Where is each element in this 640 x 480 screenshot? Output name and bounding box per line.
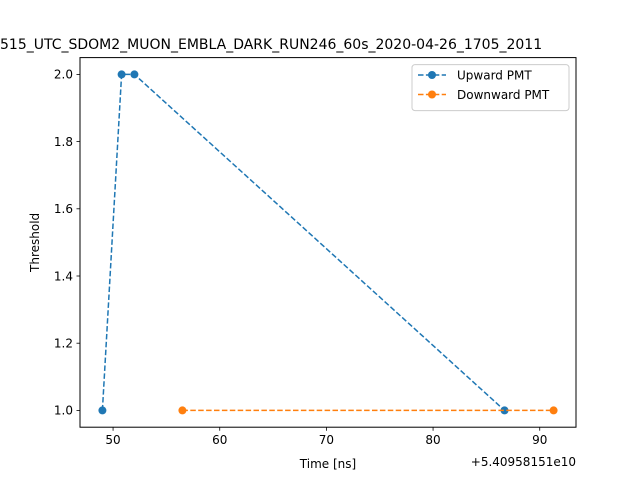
data-point	[117, 70, 126, 79]
y-tick-label: 1.8	[54, 135, 73, 149]
x-tick-label: 90	[532, 433, 547, 447]
x-tick-label: 50	[105, 433, 120, 447]
y-tick-label: 2.0	[54, 68, 73, 82]
x-axis: 50 60 70 80 90	[105, 427, 547, 447]
y-axis-label: Threshold	[28, 213, 42, 273]
y-tick-label: 1.4	[54, 269, 73, 283]
data-point	[98, 406, 107, 415]
x-axis-label: Time [ns]	[299, 457, 356, 471]
legend: Upward PMT Downward PMT	[411, 64, 570, 112]
x-tick-label: 80	[425, 433, 440, 447]
plot-area	[80, 57, 576, 428]
data-point	[130, 70, 139, 79]
legend-marker	[428, 71, 436, 79]
x-offset-label: +5.40958151e10	[471, 455, 576, 469]
data-point	[178, 406, 187, 415]
y-tick-label: 1.2	[54, 337, 73, 351]
legend-label: Upward PMT	[457, 68, 532, 82]
plot-frame	[79, 57, 577, 428]
legend-box	[411, 64, 570, 112]
data-point	[549, 406, 558, 415]
y-tick-label: 1.6	[54, 202, 73, 216]
y-tick-label: 1.0	[54, 404, 73, 418]
plot-series-group	[98, 70, 558, 415]
data-point	[500, 406, 509, 415]
legend-label: Downward PMT	[457, 88, 550, 102]
y-axis: 1.0 1.2 1.4 1.6 1.8 2.0	[54, 68, 80, 418]
legend-marker	[428, 90, 436, 99]
x-tick-label: 70	[319, 433, 334, 447]
x-tick-label: 60	[212, 433, 227, 447]
chart-title: 515_UTC_SDOM2_MUON_EMBLA_DARK_RUN246_60s…	[0, 37, 542, 53]
series-line-upward-pmt	[101, 73, 506, 411]
